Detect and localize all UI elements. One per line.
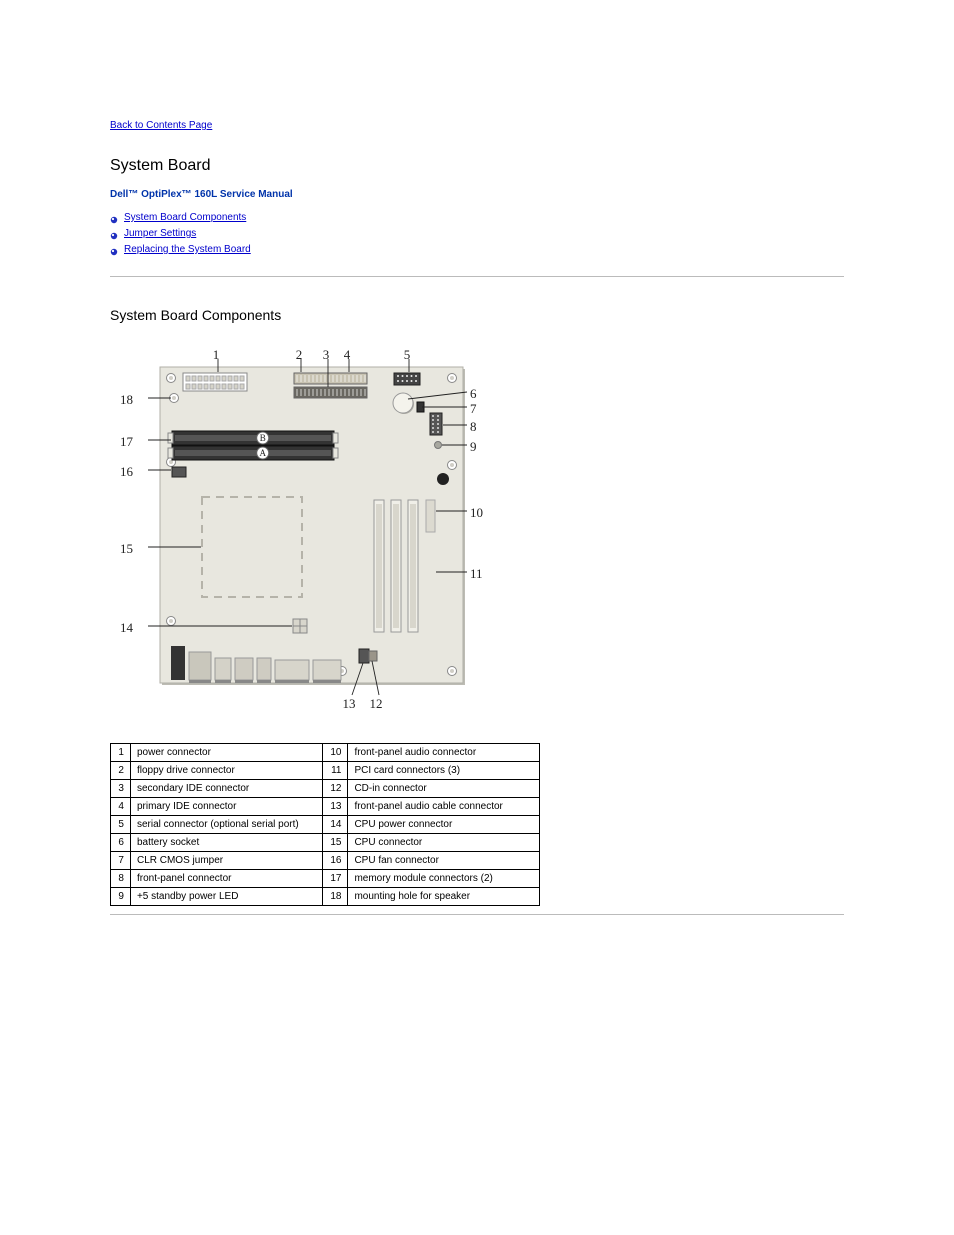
bullet-icon xyxy=(110,214,118,222)
cell-label: mounting hole for speaker xyxy=(348,888,540,906)
cell-label: +5 standby power LED xyxy=(130,888,322,906)
cell-num: 8 xyxy=(111,870,131,888)
cell-label: CD-in connector xyxy=(348,780,540,798)
svg-text:A: A xyxy=(259,448,266,458)
cell-label: CPU fan connector xyxy=(348,852,540,870)
cell-label: serial connector (optional serial port) xyxy=(130,816,322,834)
link-jumper[interactable]: Jumper Settings xyxy=(124,226,196,242)
subsection-title: System Board Components xyxy=(110,307,844,323)
components-table: 1power connector10front-panel audio conn… xyxy=(110,743,540,906)
svg-text:16: 16 xyxy=(120,464,134,479)
table-row: 1power connector10front-panel audio conn… xyxy=(111,744,540,762)
table-row: 7CLR CMOS jumper16CPU fan connector xyxy=(111,852,540,870)
cell-num: 15 xyxy=(322,834,348,852)
svg-text:2: 2 xyxy=(296,347,303,362)
cell-num: 14 xyxy=(322,816,348,834)
svg-text:13: 13 xyxy=(343,696,356,711)
svg-text:12: 12 xyxy=(370,696,383,711)
table-row: 3secondary IDE connector12CD-in connecto… xyxy=(111,780,540,798)
table-row: 8front-panel connector17memory module co… xyxy=(111,870,540,888)
table-row: 9+5 standby power LED18mounting hole for… xyxy=(111,888,540,906)
link-components[interactable]: System Board Components xyxy=(124,210,246,226)
svg-text:11: 11 xyxy=(470,566,483,581)
cell-num: 16 xyxy=(322,852,348,870)
link-replacing[interactable]: Replacing the System Board xyxy=(124,242,251,258)
table-row: 2floppy drive connector11PCI card connec… xyxy=(111,762,540,780)
cell-label: memory module connectors (2) xyxy=(348,870,540,888)
cell-label: front-panel audio connector xyxy=(348,744,540,762)
section-title: System Board xyxy=(110,157,844,175)
product-title: Dell™ OptiPlex™ 160L Service Manual xyxy=(110,189,844,200)
svg-text:8: 8 xyxy=(470,419,477,434)
system-board-diagram: BA123456789101112131415161718 xyxy=(110,345,496,713)
table-row: 4primary IDE connector13front-panel audi… xyxy=(111,798,540,816)
cell-label: front-panel audio cable connector xyxy=(348,798,540,816)
svg-text:17: 17 xyxy=(120,434,134,449)
cell-num: 17 xyxy=(322,870,348,888)
back-to-contents-link[interactable]: Back to Contents Page xyxy=(110,120,212,131)
svg-text:B: B xyxy=(260,433,266,443)
cell-label: battery socket xyxy=(130,834,322,852)
cell-num: 18 xyxy=(322,888,348,906)
cell-num: 7 xyxy=(111,852,131,870)
cell-label: CPU connector xyxy=(348,834,540,852)
svg-text:3: 3 xyxy=(323,347,330,362)
cell-label: PCI card connectors (3) xyxy=(348,762,540,780)
svg-text:14: 14 xyxy=(120,620,134,635)
svg-text:5: 5 xyxy=(404,347,411,362)
svg-text:6: 6 xyxy=(470,386,477,401)
bullet-icon xyxy=(110,230,118,238)
svg-text:9: 9 xyxy=(470,439,477,454)
svg-text:10: 10 xyxy=(470,505,483,520)
svg-text:15: 15 xyxy=(120,541,133,556)
cell-num: 10 xyxy=(322,744,348,762)
cell-label: primary IDE connector xyxy=(130,798,322,816)
cell-label: front-panel connector xyxy=(130,870,322,888)
section-links: System Board Components Jumper Settings … xyxy=(110,210,844,258)
cell-num: 13 xyxy=(322,798,348,816)
cell-label: floppy drive connector xyxy=(130,762,322,780)
svg-text:1: 1 xyxy=(213,347,220,362)
cell-num: 12 xyxy=(322,780,348,798)
bottom-divider xyxy=(110,914,844,915)
divider xyxy=(110,276,844,277)
cell-label: secondary IDE connector xyxy=(130,780,322,798)
cell-num: 3 xyxy=(111,780,131,798)
cell-label: CLR CMOS jumper xyxy=(130,852,322,870)
svg-text:4: 4 xyxy=(344,347,351,362)
svg-text:7: 7 xyxy=(470,401,477,416)
table-row: 6battery socket15CPU connector xyxy=(111,834,540,852)
cell-num: 6 xyxy=(111,834,131,852)
table-row: 5serial connector (optional serial port)… xyxy=(111,816,540,834)
cell-label: CPU power connector xyxy=(348,816,540,834)
cell-label: power connector xyxy=(130,744,322,762)
cell-num: 9 xyxy=(111,888,131,906)
bullet-icon xyxy=(110,246,118,254)
cell-num: 1 xyxy=(111,744,131,762)
cell-num: 2 xyxy=(111,762,131,780)
svg-text:18: 18 xyxy=(120,392,133,407)
cell-num: 5 xyxy=(111,816,131,834)
cell-num: 11 xyxy=(322,762,348,780)
board-svg: BA123456789101112131415161718 xyxy=(110,345,496,713)
cell-num: 4 xyxy=(111,798,131,816)
